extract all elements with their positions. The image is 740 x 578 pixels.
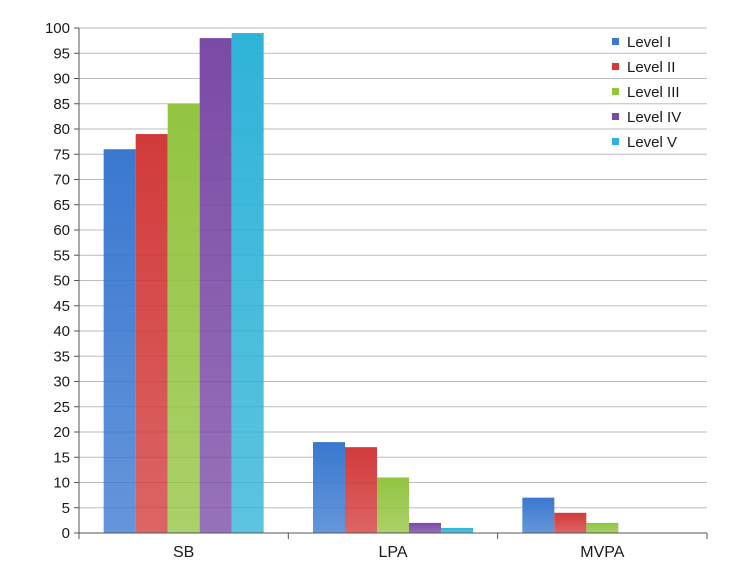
- bars: [103, 33, 619, 534]
- y-tick-label: 65: [53, 197, 70, 214]
- y-tick-label: 75: [53, 146, 70, 163]
- y-tick-label: 50: [53, 273, 70, 290]
- bar-lpa-level-iii: [377, 477, 409, 533]
- bar-lpa-level-iv: [409, 522, 441, 533]
- y-tick-label: 85: [53, 96, 70, 113]
- y-tick-label: 100: [45, 20, 70, 37]
- legend-swatch: [612, 113, 619, 120]
- y-tick-label: 95: [53, 45, 70, 62]
- y-tick-label: 40: [53, 323, 70, 340]
- bar-lpa-level-ii: [345, 447, 377, 533]
- y-tick-labels: 0 5 10 15 20 25 30 35 40 45 50 55 60 65 70 75 80 85 90 95 10…: [45, 20, 79, 542]
- legend-label: Level II: [627, 59, 675, 76]
- bar-sb-level-v: [231, 33, 264, 534]
- legend: Level I Level II Level III Level IV Level V: [612, 34, 681, 151]
- bar-sb-level-iii: [167, 103, 200, 533]
- y-tick-label: 35: [53, 348, 70, 365]
- y-tick-label: 15: [53, 449, 70, 466]
- y-tick-label: 5: [62, 500, 70, 517]
- y-tick-label: 80: [53, 121, 70, 138]
- y-tick-label: 45: [53, 298, 70, 315]
- bar-sb-level-iv: [199, 38, 232, 533]
- x-category-label: SB: [173, 544, 194, 561]
- bar-lpa-level-i: [313, 442, 345, 533]
- y-tick-label: 60: [53, 222, 70, 239]
- y-tick-label: 30: [53, 374, 70, 391]
- bar-mvpa-level-ii: [554, 512, 587, 533]
- y-tick-label: 10: [53, 475, 70, 492]
- x-category-labels: SB LPA MVPA: [78, 533, 708, 561]
- legend-swatch: [612, 63, 619, 70]
- bar-lpa-level-v: [441, 527, 473, 533]
- x-category-label: LPA: [378, 544, 407, 561]
- legend-swatch: [612, 88, 619, 95]
- y-tick-label: 70: [53, 172, 70, 189]
- legend-swatch: [612, 38, 619, 45]
- legend-swatch: [612, 138, 619, 145]
- bar-sb-level-i: [103, 149, 136, 533]
- legend-label: Level I: [627, 34, 671, 51]
- bar-sb-level-ii: [135, 134, 168, 534]
- legend-label: Level III: [627, 84, 680, 101]
- legend-label: Level V: [627, 134, 677, 151]
- y-tick-label: 0: [62, 525, 70, 542]
- y-tick-label: 90: [53, 71, 70, 88]
- y-tick-label: 55: [53, 247, 70, 264]
- y-tick-label: 25: [53, 399, 70, 416]
- bar-mvpa-level-iii: [586, 522, 619, 533]
- bar-mvpa-level-i: [522, 497, 555, 533]
- x-category-label: MVPA: [580, 544, 624, 561]
- y-tick-label: 20: [53, 424, 70, 441]
- legend-label: Level IV: [627, 109, 681, 126]
